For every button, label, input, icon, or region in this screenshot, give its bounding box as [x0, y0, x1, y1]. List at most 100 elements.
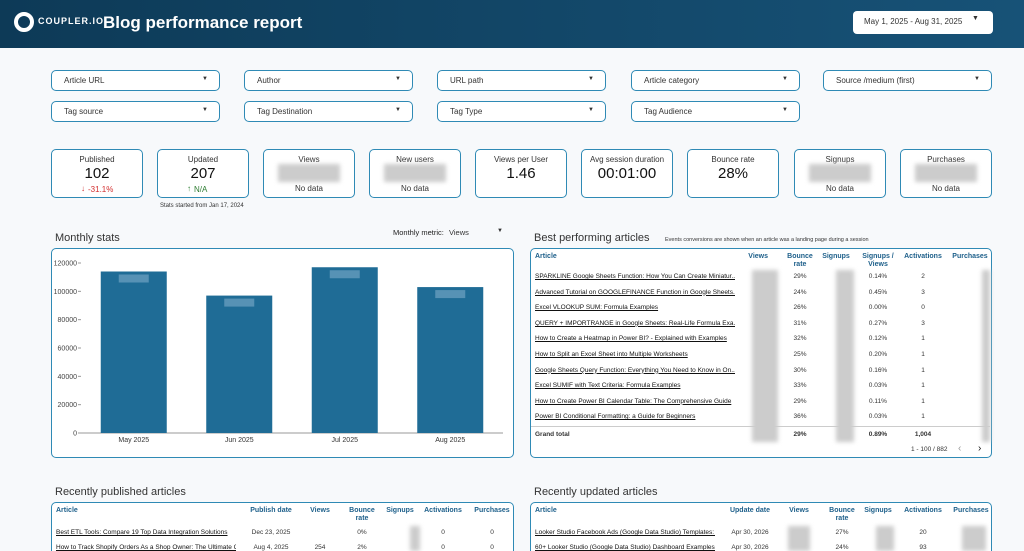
filter-dropdown[interactable]: [437, 70, 606, 91]
filter-label[interactable]: Article URL: [64, 76, 105, 85]
kpi-value: No data: [294, 184, 324, 193]
table-cell: 20: [919, 529, 927, 536]
filter-dropdown[interactable]: [631, 101, 800, 122]
dropdown-arrow: ▼: [588, 76, 594, 82]
column-header[interactable]: Publish date: [250, 507, 292, 514]
table-cell: 0.12%: [868, 335, 888, 343]
table-cell: 93: [919, 544, 927, 551]
filter-dropdown[interactable]: [51, 101, 220, 122]
y-tick-label: 20000: [58, 402, 78, 409]
column-header[interactable]: Update date: [729, 507, 771, 514]
column-header[interactable]: Article: [56, 507, 78, 514]
date-picker[interactable]: [853, 11, 993, 34]
column-header[interactable]: Purchases: [474, 507, 510, 514]
column-header[interactable]: Activations: [424, 507, 462, 514]
article-link[interactable]: Advanced Tutorial on GOOGLEFINANCE Funct…: [535, 288, 735, 296]
article-link[interactable]: How to Split an Excel Sheet into Multipl…: [535, 351, 688, 358]
section-title: Recently published articles: [55, 486, 186, 498]
article-link[interactable]: 60+ Looker Studio (Google Data Studio) D…: [535, 544, 715, 551]
kpi-label: Bounce rate: [711, 155, 755, 164]
y-tick-label: 120000: [54, 261, 77, 268]
x-tick-label: Jul 2025: [332, 437, 359, 444]
blurred-value: [915, 164, 977, 182]
x-tick-label: Jun 2025: [225, 437, 254, 444]
bar: [100, 271, 167, 433]
filter-dropdown[interactable]: [51, 70, 220, 91]
page-next[interactable]: ›: [978, 443, 982, 454]
page-prev[interactable]: ‹: [958, 443, 962, 454]
metric-value[interactable]: Views: [449, 228, 469, 237]
column-header[interactable]: Bounce rate: [787, 253, 813, 268]
table-cell: 26%: [793, 304, 807, 312]
table-cell: 36%: [793, 413, 807, 421]
column-header[interactable]: Purchases: [952, 253, 988, 260]
column-header[interactable]: Bounce rate: [349, 507, 375, 522]
y-tick-label: 80000: [58, 317, 78, 324]
filter-label[interactable]: Tag source: [64, 107, 104, 116]
blurred-data-label: [224, 298, 255, 307]
column-header[interactable]: Views: [310, 507, 330, 514]
table-cell: Dec 23, 2025: [251, 529, 291, 536]
article-link[interactable]: Excel VLOOKUP SUM: Formula Examples: [535, 304, 659, 312]
article-link[interactable]: Looker Studio Facebook Ads (Google Data …: [535, 529, 715, 536]
article-link[interactable]: Google Sheets Query Function: Everything…: [535, 366, 735, 374]
article-link[interactable]: QUERY + IMPORTRANGE in Google Sheets: Re…: [535, 319, 735, 327]
table-cell: 0.11%: [869, 397, 887, 405]
filter-dropdown[interactable]: [631, 70, 800, 91]
filter-label[interactable]: Tag Audience: [644, 107, 693, 116]
column-header[interactable]: Article: [535, 253, 557, 260]
article-link[interactable]: How to Track Shopify Orders As a Shop Ow…: [56, 544, 236, 551]
column-header[interactable]: Views: [789, 507, 809, 514]
column-header[interactable]: Signups / Views: [862, 253, 894, 268]
dropdown-arrow: ▼: [972, 15, 979, 22]
pagination: 1 - 100 / 882: [911, 446, 948, 453]
dropdown-arrow: ▼: [202, 76, 208, 82]
table-cell: 0.03%: [868, 382, 888, 390]
article-link[interactable]: SPARKLINE Google Sheets Function: How Yo…: [535, 273, 735, 280]
filter-label[interactable]: Author: [257, 76, 281, 85]
article-link[interactable]: Best ETL Tools: Compare 19 Top Data Inte…: [56, 529, 228, 536]
total-cell: 1,004: [914, 431, 932, 438]
filter-label[interactable]: Article category: [644, 76, 700, 85]
bar: [206, 295, 273, 433]
filter-label[interactable]: Source /medium (first): [836, 76, 915, 85]
article-link[interactable]: Power BI Conditional Formatting: a Guide…: [535, 413, 696, 421]
column-header[interactable]: Signups: [864, 507, 892, 514]
table-cell: 27%: [835, 529, 849, 536]
table-cell: 0.16%: [868, 366, 888, 374]
column-header[interactable]: Purchases: [953, 507, 989, 514]
article-link[interactable]: Excel SUMIF with Text Criteria: Formula …: [535, 382, 681, 390]
table-box: [51, 502, 514, 551]
column-header[interactable]: Activations: [904, 507, 942, 514]
kpi-card: [581, 149, 673, 198]
kpi-value: 00:01:00: [597, 165, 657, 182]
table-cell: 0.03%: [868, 413, 888, 421]
dropdown-arrow: ▼: [202, 107, 208, 113]
filter-dropdown[interactable]: [823, 70, 992, 91]
article-link[interactable]: How to Create a Heatmap in Power BI? - E…: [535, 335, 727, 343]
filter-dropdown[interactable]: [437, 101, 606, 122]
column-header[interactable]: Article: [535, 507, 557, 514]
column-header[interactable]: Bounce rate: [829, 507, 855, 522]
kpi-value: 1.46: [506, 165, 536, 182]
filter-dropdown[interactable]: [244, 101, 413, 122]
blurred-column: [836, 270, 854, 442]
column-header[interactable]: Signups: [822, 253, 850, 260]
dropdown-arrow: ▼: [497, 228, 503, 234]
table-cell: 30%: [793, 366, 807, 374]
column-header[interactable]: Activations: [904, 253, 942, 260]
filter-label[interactable]: URL path: [450, 76, 484, 85]
date-range[interactable]: May 1, 2025 - Aug 31, 2025: [864, 17, 963, 26]
filter-dropdown[interactable]: [244, 70, 413, 91]
filter-label[interactable]: Tag Type: [450, 107, 483, 116]
dropdown-arrow: ▼: [782, 107, 788, 113]
filter-label[interactable]: Tag Destination: [257, 107, 313, 116]
table-cell: 1: [921, 397, 925, 405]
column-header[interactable]: Views: [748, 253, 768, 260]
y-tick-label: 40000: [58, 374, 78, 381]
kpi-change: N/A: [194, 185, 208, 194]
table-cell: 0.27%: [868, 319, 888, 327]
article-link[interactable]: How to Create Power BI Calendar Table: T…: [535, 397, 732, 405]
column-header[interactable]: Signups: [386, 507, 414, 514]
y-tick-label: 0: [73, 431, 77, 438]
